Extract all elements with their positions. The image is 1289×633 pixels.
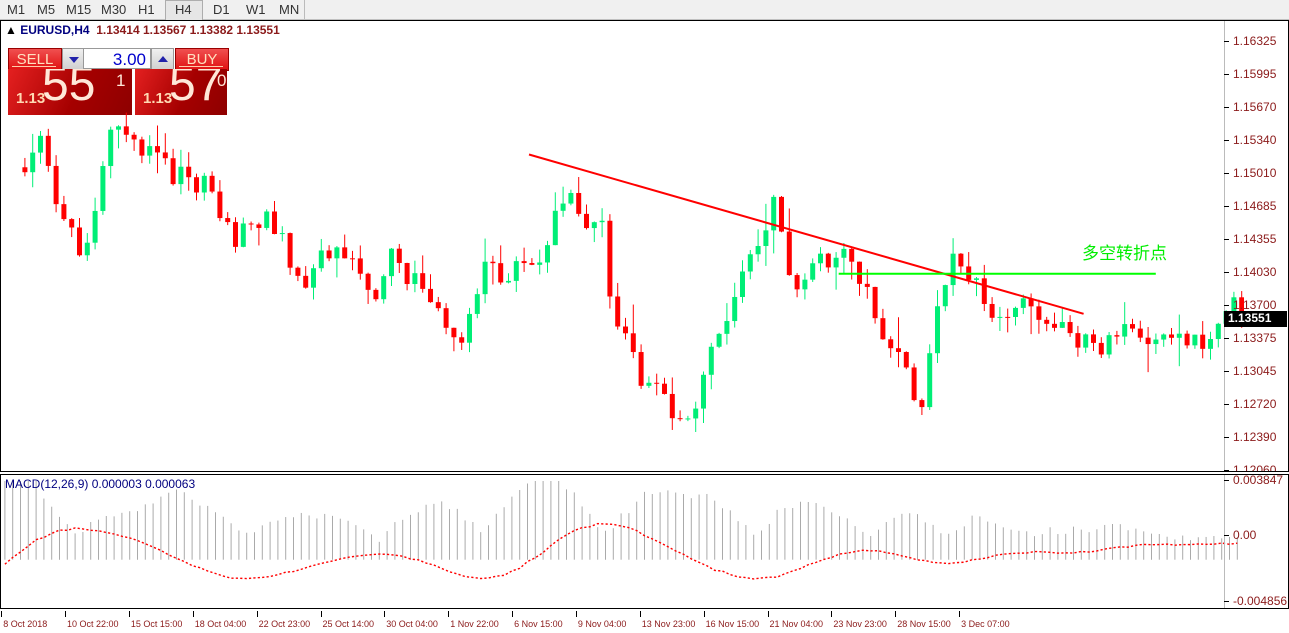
- svg-text:多空转折点: 多空转折点: [1082, 244, 1167, 263]
